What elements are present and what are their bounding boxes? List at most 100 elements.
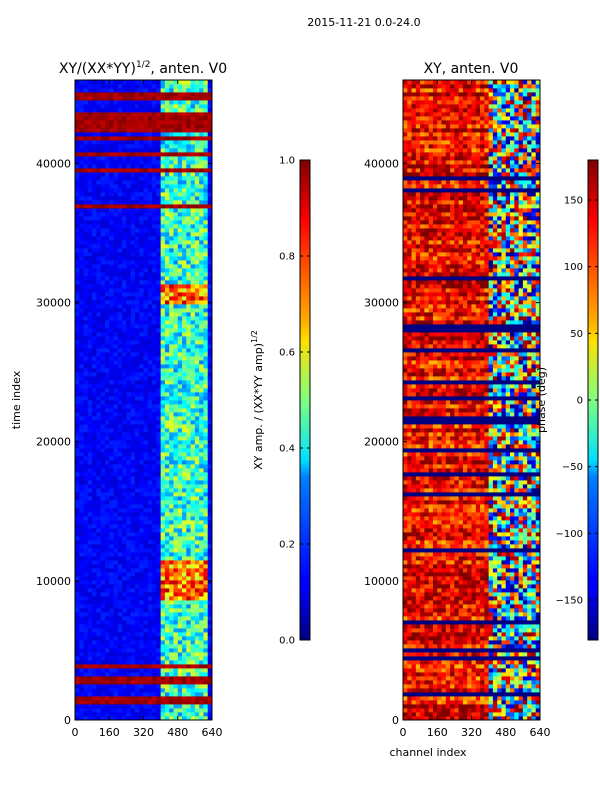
amp-heatmap-cell (186, 504, 191, 509)
amp-heatmap-cell (173, 688, 179, 693)
amp-heatmap-cell (92, 356, 97, 361)
amp-heatmap-cell (199, 584, 204, 589)
amp-heatmap-cell (83, 168, 89, 173)
amp-heatmap-cell (152, 480, 157, 485)
amp-heatmap-cell (113, 428, 119, 433)
amp-heatmap-cell (177, 660, 183, 665)
amp-heatmap-cell (113, 664, 119, 669)
amp-heatmap-cell (207, 136, 213, 141)
amp-heatmap-cell (169, 472, 174, 477)
amp-heatmap-cell (160, 240, 166, 245)
amp-heatmap-cell (100, 420, 106, 425)
amp-heatmap-cell (126, 160, 132, 165)
amp-heatmap-cell (100, 280, 106, 285)
amp-heatmap-cell (156, 368, 162, 373)
amp-heatmap-cell (194, 524, 200, 529)
amp-heatmap-cell (117, 616, 123, 621)
amp-heatmap-cell (164, 292, 170, 297)
amp-heatmap-cell (92, 240, 97, 245)
amp-heatmap-cell (182, 472, 187, 477)
amp-heatmap-cell (104, 276, 110, 281)
amp-heatmap-cell (87, 460, 93, 465)
amp-heatmap-cell (100, 392, 106, 397)
amp-heatmap-cell (87, 216, 93, 221)
amp-heatmap-cell (126, 436, 132, 441)
amp-heatmap-cell (199, 680, 204, 685)
amp-heatmap-cell (79, 328, 84, 333)
amp-heatmap-cell (186, 380, 191, 385)
amp-heatmap-cell (75, 616, 80, 621)
amp-heatmap-cell (186, 400, 191, 405)
amp-heatmap-cell (75, 320, 80, 325)
amp-heatmap-cell (186, 484, 191, 489)
amp-heatmap-cell (117, 140, 123, 145)
amp-heatmap-cell (194, 340, 200, 345)
amp-heatmap-cell (130, 228, 136, 233)
amp-heatmap-cell (87, 200, 93, 205)
amp-heatmap-cell (117, 184, 123, 189)
amp-heatmap-cell (134, 372, 140, 377)
amp-heatmap-cell (177, 236, 183, 241)
amp-heatmap-cell (79, 220, 84, 225)
amp-heatmap-cell (160, 436, 166, 441)
amp-heatmap-cell (139, 368, 144, 373)
amp-heatmap-cell (190, 388, 196, 393)
amp-heatmap-cell (194, 272, 200, 277)
amp-heatmap-cell (177, 216, 183, 221)
amp-heatmap-cell (83, 684, 89, 689)
amp-heatmap-cell (75, 492, 80, 497)
amp-heatmap-cell (117, 512, 123, 517)
amp-heatmap-cell (92, 532, 97, 537)
amp-heatmap-cell (186, 608, 191, 613)
amp-heatmap-cell (147, 348, 153, 353)
amp-heatmap-cell (156, 268, 162, 273)
amp-heatmap-cell (147, 252, 153, 257)
amp-heatmap-cell (79, 704, 84, 709)
amp-heatmap-cell (186, 572, 191, 577)
amp-heatmap-cell (160, 120, 166, 125)
amp-heatmap-cell (164, 660, 170, 665)
amp-heatmap-cell (160, 640, 166, 645)
amp-heatmap-cell (152, 560, 157, 565)
amp-heatmap-cell (100, 228, 106, 233)
amp-heatmap-cell (130, 216, 136, 221)
amp-heatmap-cell (164, 164, 170, 169)
amp-heatmap-cell (92, 404, 97, 409)
amp-heatmap-cell (190, 628, 196, 633)
amp-heatmap-cell (182, 596, 187, 601)
amp-heatmap-cell (117, 152, 123, 157)
amp-heatmap-cell (104, 624, 110, 629)
amp-heatmap-cell (177, 136, 183, 141)
amp-heatmap-cell (122, 652, 127, 657)
amp-heatmap-cell (156, 508, 162, 513)
amp-heatmap-cell (92, 584, 97, 589)
amp-heatmap-cell (104, 588, 110, 593)
amp-heatmap-cell (186, 244, 191, 249)
amp-heatmap-cell (75, 580, 80, 585)
amp-heatmap-cell (143, 112, 149, 117)
amp-heatmap-cell (143, 376, 149, 381)
amp-heatmap-cell (177, 116, 183, 121)
amp-heatmap-cell (100, 548, 106, 553)
amp-heatmap-cell (182, 544, 187, 549)
amp-heatmap-cell (182, 224, 187, 229)
amp-heatmap-cell (143, 232, 149, 237)
amp-heatmap-cell (169, 464, 174, 469)
amp-heatmap-cell (92, 104, 97, 109)
amp-heatmap-cell (83, 648, 89, 653)
amp-heatmap-cell (96, 324, 102, 329)
amp-heatmap-cell (177, 448, 183, 453)
amp-heatmap-cell (164, 236, 170, 241)
amp-heatmap-cell (143, 508, 149, 513)
amp-heatmap-cell (190, 660, 196, 665)
amp-heatmap-cell (156, 680, 162, 685)
amp-heatmap-cell (186, 508, 191, 513)
amp-heatmap-cell (207, 176, 213, 181)
amp-heatmap-cell (104, 172, 110, 177)
amp-heatmap-cell (134, 400, 140, 405)
amp-heatmap-cell (126, 280, 132, 285)
amp-heatmap-cell (87, 684, 93, 689)
amp-heatmap-cell (169, 364, 174, 369)
amp-heatmap-cell (83, 560, 89, 565)
amp-heatmap-cell (169, 412, 174, 417)
